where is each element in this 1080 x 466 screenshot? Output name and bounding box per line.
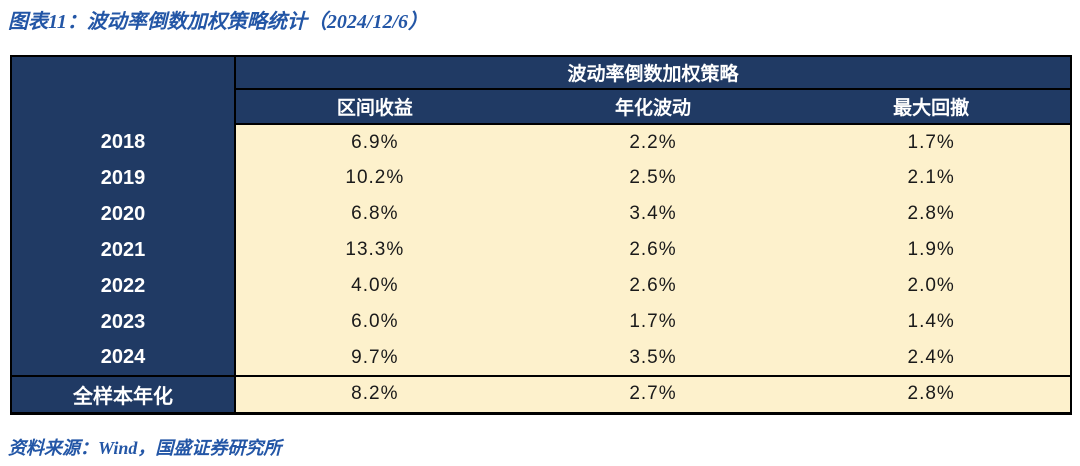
corner-cell <box>11 56 236 124</box>
row-label: 全样本年化 <box>11 375 236 413</box>
table-row: 2020 6.8% 3.4% 2.8% <box>11 196 1071 232</box>
cell-value: 6.8% <box>235 196 514 232</box>
table-row: 2022 4.0% 2.6% 2.0% <box>11 268 1071 304</box>
table-row: 2024 9.7% 3.5% 2.4% <box>11 340 1071 376</box>
cell-value: 10.2% <box>235 160 514 196</box>
cell-value: 2.2% <box>513 124 793 160</box>
strategy-stats-table: 波动率倒数加权策略 区间收益 年化波动 最大回撤 2018 6.9% 2.2% … <box>10 55 1072 415</box>
row-label: 2020 <box>11 196 236 232</box>
table-row: 2023 6.0% 1.7% 1.4% <box>11 304 1071 340</box>
cell-value: 2.7% <box>513 375 793 413</box>
cell-value: 8.2% <box>235 375 514 413</box>
cell-value: 6.9% <box>235 124 514 160</box>
cell-value: 1.7% <box>513 304 793 340</box>
row-label: 2023 <box>11 304 236 340</box>
table-row: 2021 13.3% 2.6% 1.9% <box>11 232 1071 268</box>
cell-value: 1.4% <box>792 304 1071 340</box>
cell-value: 9.7% <box>235 340 514 376</box>
table-row: 2019 10.2% 2.5% 2.1% <box>11 160 1071 196</box>
col-header-interval-return: 区间收益 <box>235 89 514 125</box>
cell-value: 6.0% <box>235 304 514 340</box>
table-row-total: 全样本年化 8.2% 2.7% 2.8% <box>11 375 1071 413</box>
cell-value: 13.3% <box>235 232 514 268</box>
cell-value: 4.0% <box>235 268 514 304</box>
cell-value: 2.1% <box>792 160 1071 196</box>
col-header-max-drawdown: 最大回撤 <box>792 89 1071 125</box>
cell-value: 1.7% <box>792 124 1071 160</box>
row-label: 2021 <box>11 232 236 268</box>
cell-value: 2.4% <box>792 340 1071 376</box>
cell-value: 2.0% <box>792 268 1071 304</box>
cell-value: 1.9% <box>792 232 1071 268</box>
row-label: 2022 <box>11 268 236 304</box>
row-label: 2024 <box>11 340 236 376</box>
figure-title: 图表11：波动率倒数加权策略统计（2024/12/6） <box>8 11 429 33</box>
cell-value: 2.6% <box>513 232 793 268</box>
cell-value: 3.5% <box>513 340 793 376</box>
col-header-annualized-volatility: 年化波动 <box>513 89 793 125</box>
group-header-cell: 波动率倒数加权策略 <box>235 56 1071 90</box>
cell-value: 2.5% <box>513 160 793 196</box>
group-header-row: 波动率倒数加权策略 <box>11 56 1071 124</box>
table-row: 2018 6.9% 2.2% 1.7% <box>11 124 1071 160</box>
cell-value: 3.4% <box>513 196 793 232</box>
column-header-row: 区间收益 年化波动 最大回撤 <box>11 89 1071 125</box>
cell-value: 2.6% <box>513 268 793 304</box>
cell-value: 2.8% <box>792 375 1071 413</box>
cell-value: 2.8% <box>792 196 1071 232</box>
row-label: 2019 <box>11 160 236 196</box>
data-source: 资料来源：Wind，国盛证券研究所 <box>8 438 282 458</box>
row-label: 2018 <box>11 124 236 160</box>
